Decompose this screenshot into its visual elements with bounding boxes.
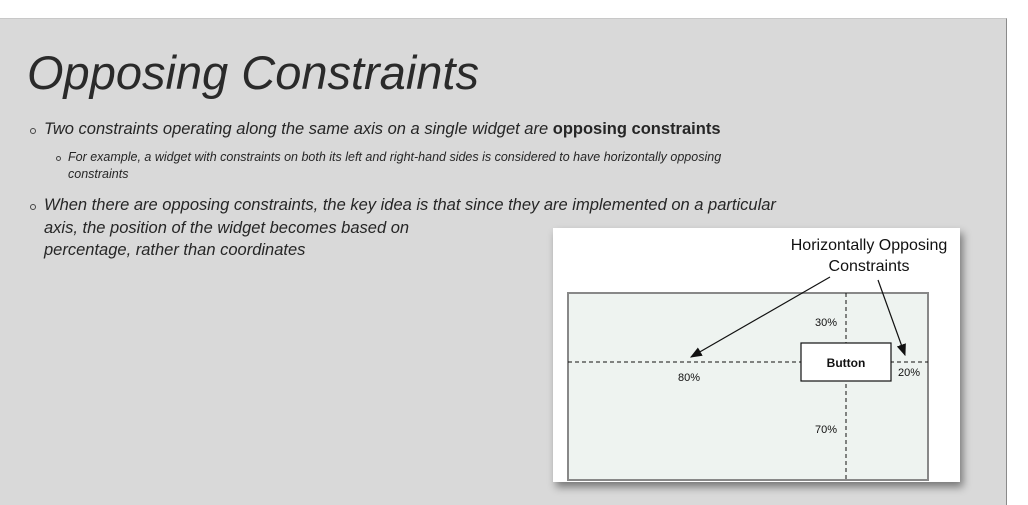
bullet-line: percentage, rather than coordinates — [44, 241, 306, 259]
container — [567, 292, 929, 481]
arrow — [689, 276, 831, 358]
diagram-title: Constraints — [829, 258, 910, 275]
sub-bullet-line: constraints — [68, 167, 129, 181]
bullet-marker — [30, 128, 36, 134]
bullet-bold: opposing constraints — [552, 120, 721, 138]
bullet: Two constraints operating along the same… — [44, 120, 721, 139]
sub-bullet-line: For example, a widget with constraints o… — [68, 150, 722, 164]
bullet-line: axis, the position of the widget becomes… — [44, 219, 410, 237]
bottom-label: 70% — [815, 424, 837, 436]
arrow — [877, 279, 906, 357]
diagram: Button 30% 80% 20% 70% Horizontally Oppo… — [553, 228, 960, 482]
top-label: 30% — [815, 317, 837, 329]
button-label: Button — [827, 356, 866, 370]
bullet-line: When there are opposing constraints, the… — [44, 196, 776, 214]
left-label: 80% — [678, 372, 700, 384]
right-label: 20% — [898, 367, 920, 379]
button-box — [800, 342, 892, 382]
diagram-title: Horizontally Opposing — [791, 237, 948, 254]
sub-bullet-marker — [56, 156, 61, 161]
bullet-marker — [30, 204, 36, 210]
bullet-text: Two constraints operating along the same… — [44, 120, 553, 138]
slide-title: Opposing Constraints — [27, 46, 479, 99]
